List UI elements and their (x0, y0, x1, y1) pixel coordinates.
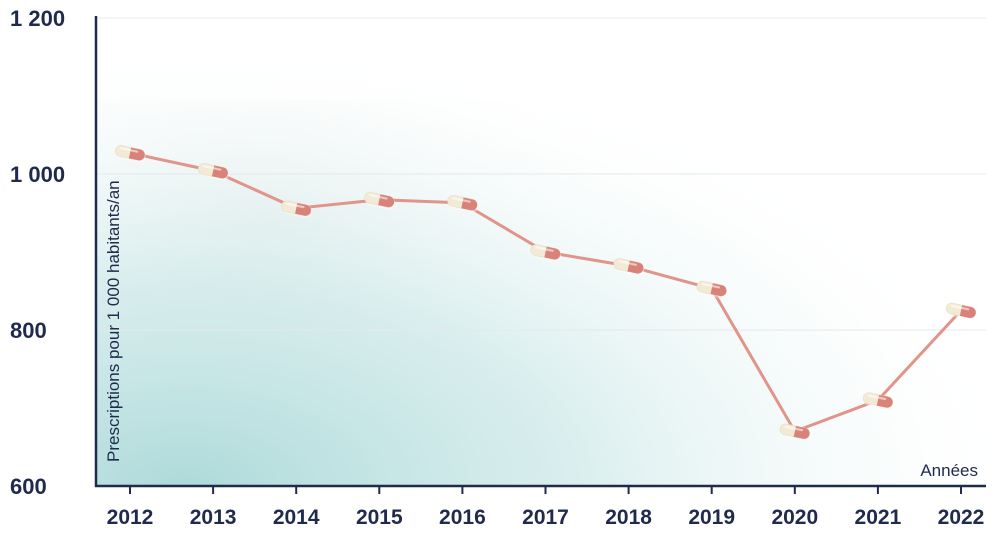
x-tick-label: 2021 (855, 506, 902, 529)
pill-capsule-icon (945, 302, 977, 321)
y-tick-label: 600 (10, 474, 47, 499)
pill-capsule-icon (281, 200, 313, 219)
x-tick-label: 2015 (356, 506, 403, 529)
x-tick-label: 2016 (439, 506, 486, 529)
x-tick-label: 2022 (938, 506, 985, 529)
tick-labels: 600 800 1 000 1 200 2012 2013 2014 2015 2016 2017… (10, 6, 984, 529)
y-tick-label: 800 (10, 318, 47, 343)
x-tick-label: 2018 (605, 506, 652, 529)
pill-capsule-icon (613, 258, 645, 276)
x-tick-label: 2019 (688, 506, 735, 529)
x-tick-label: 2013 (190, 506, 237, 529)
pill-capsule-icon (862, 392, 894, 410)
x-tick-label: 2012 (107, 506, 154, 529)
pill-capsule-icon (364, 191, 396, 210)
pill-capsule-icon (530, 244, 562, 262)
pill-capsule-icon (447, 195, 479, 213)
x-tick-label: 2020 (771, 506, 818, 529)
pill-capsule-icon (198, 163, 229, 181)
pill-capsule-icon (114, 145, 146, 163)
pill-capsule-icon (696, 280, 728, 299)
x-tick-label: 2014 (273, 506, 320, 529)
y-axis-title: Prescriptions pour 1 000 habitants/an (104, 180, 123, 462)
pill-capsule-icon (779, 423, 811, 442)
axes (94, 16, 986, 494)
markers (114, 145, 977, 442)
x-tick-label: 2017 (522, 506, 569, 529)
x-axis-title: Années (920, 461, 978, 480)
grid (96, 17, 986, 331)
y-tick-label: 1 000 (10, 162, 65, 187)
y-tick-label: 1 200 (10, 6, 65, 31)
